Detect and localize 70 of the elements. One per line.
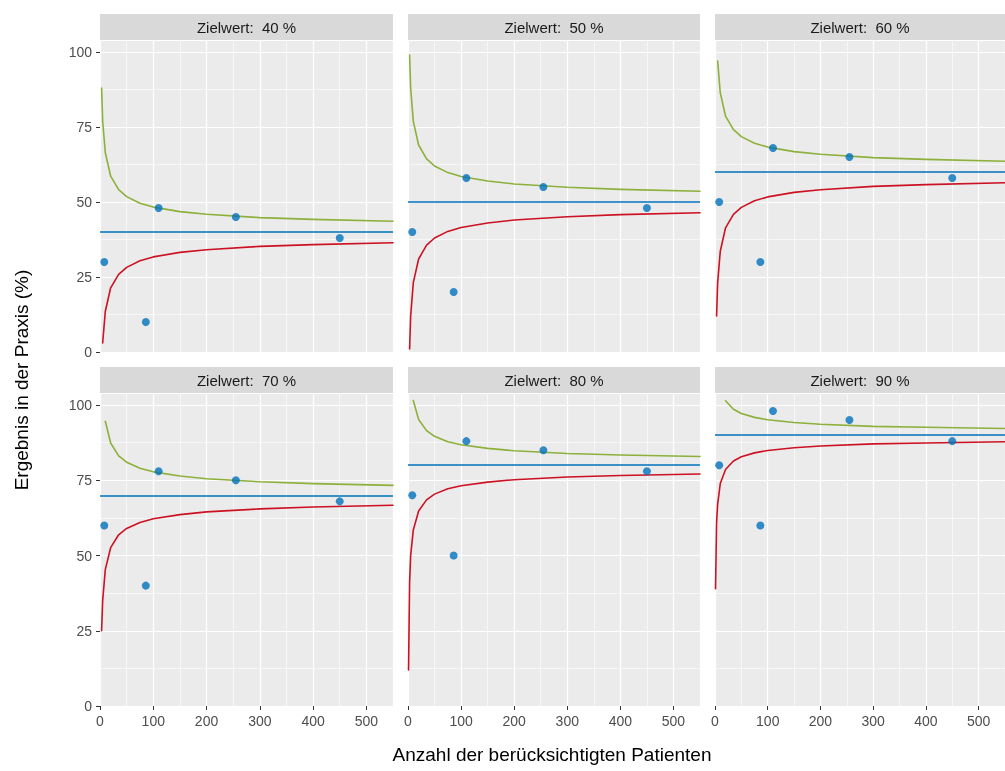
x-tick-label: 0 [404, 713, 413, 729]
y-tick-label: 0 [84, 344, 93, 360]
point [449, 288, 458, 296]
point [948, 437, 957, 446]
chart-title: Zielwert: 60 % [810, 18, 910, 36]
point [408, 491, 417, 500]
chart-title: Zielwert: 80 % [504, 371, 604, 389]
x-tick-label: 400 [608, 713, 633, 729]
x-tick-label: 0 [711, 713, 720, 729]
point [756, 258, 765, 266]
point [335, 234, 344, 242]
point [231, 213, 240, 221]
point [100, 258, 109, 266]
point [335, 497, 344, 506]
y-tick-label: 50 [76, 194, 93, 210]
x-tick-label: 400 [301, 713, 325, 729]
point [948, 174, 957, 182]
point [845, 153, 854, 161]
point [154, 204, 163, 212]
x-tick-label: 300 [555, 713, 580, 729]
point [462, 174, 471, 182]
point [756, 521, 765, 530]
y-tick-label: 75 [76, 119, 93, 135]
x-tick-label: 300 [248, 713, 272, 729]
x-tick-label: 500 [661, 713, 686, 729]
line-series [104, 420, 394, 487]
y-axis-title: Ergebnis in der Praxis (%) [11, 269, 33, 491]
x-tick-label: 100 [756, 713, 780, 729]
point [141, 318, 150, 326]
point [449, 551, 458, 560]
chart-title: Zielwert: 70 % [196, 371, 297, 389]
point [845, 416, 854, 425]
point [462, 437, 471, 446]
chart-title: Zielwert: 40 % [196, 18, 297, 36]
y-tick-label: 0 [84, 698, 93, 714]
x-tick-label: 500 [354, 713, 379, 729]
x-tick-label: 200 [502, 713, 527, 729]
line-series [100, 87, 394, 222]
y-tick-label: 50 [76, 547, 93, 564]
point [539, 183, 548, 191]
point [642, 204, 651, 212]
x-tick-label: 300 [861, 713, 886, 729]
line-series [101, 242, 394, 344]
x-tick-label: 100 [449, 713, 473, 729]
y-tick-label: 100 [68, 397, 93, 414]
x-tick-label: 100 [141, 713, 166, 729]
point [769, 407, 777, 416]
point [100, 521, 109, 530]
point [141, 581, 150, 590]
x-tick-label: 500 [966, 713, 991, 729]
y-tick-label: 100 [68, 44, 93, 60]
chart-title: Zielwert: 50 % [504, 18, 604, 36]
line-series [100, 504, 394, 632]
x-axis-title: Anzahl der berücksichtigten Patienten [392, 744, 712, 766]
x-tick-label: 200 [808, 713, 833, 729]
point [715, 461, 724, 470]
point [231, 476, 240, 485]
x-tick-label: 0 [96, 713, 105, 729]
y-tick-label: 25 [76, 622, 93, 639]
point [154, 467, 163, 476]
point [408, 228, 417, 236]
point [539, 446, 548, 455]
y-tick-label: 75 [76, 472, 93, 489]
x-tick-label: 400 [914, 713, 938, 729]
point [715, 198, 724, 206]
point [642, 467, 651, 476]
chart-title: Zielwert: 90 % [810, 371, 910, 389]
x-tick-label: 200 [194, 713, 219, 729]
y-tick-label: 25 [76, 269, 93, 285]
point [769, 144, 777, 152]
